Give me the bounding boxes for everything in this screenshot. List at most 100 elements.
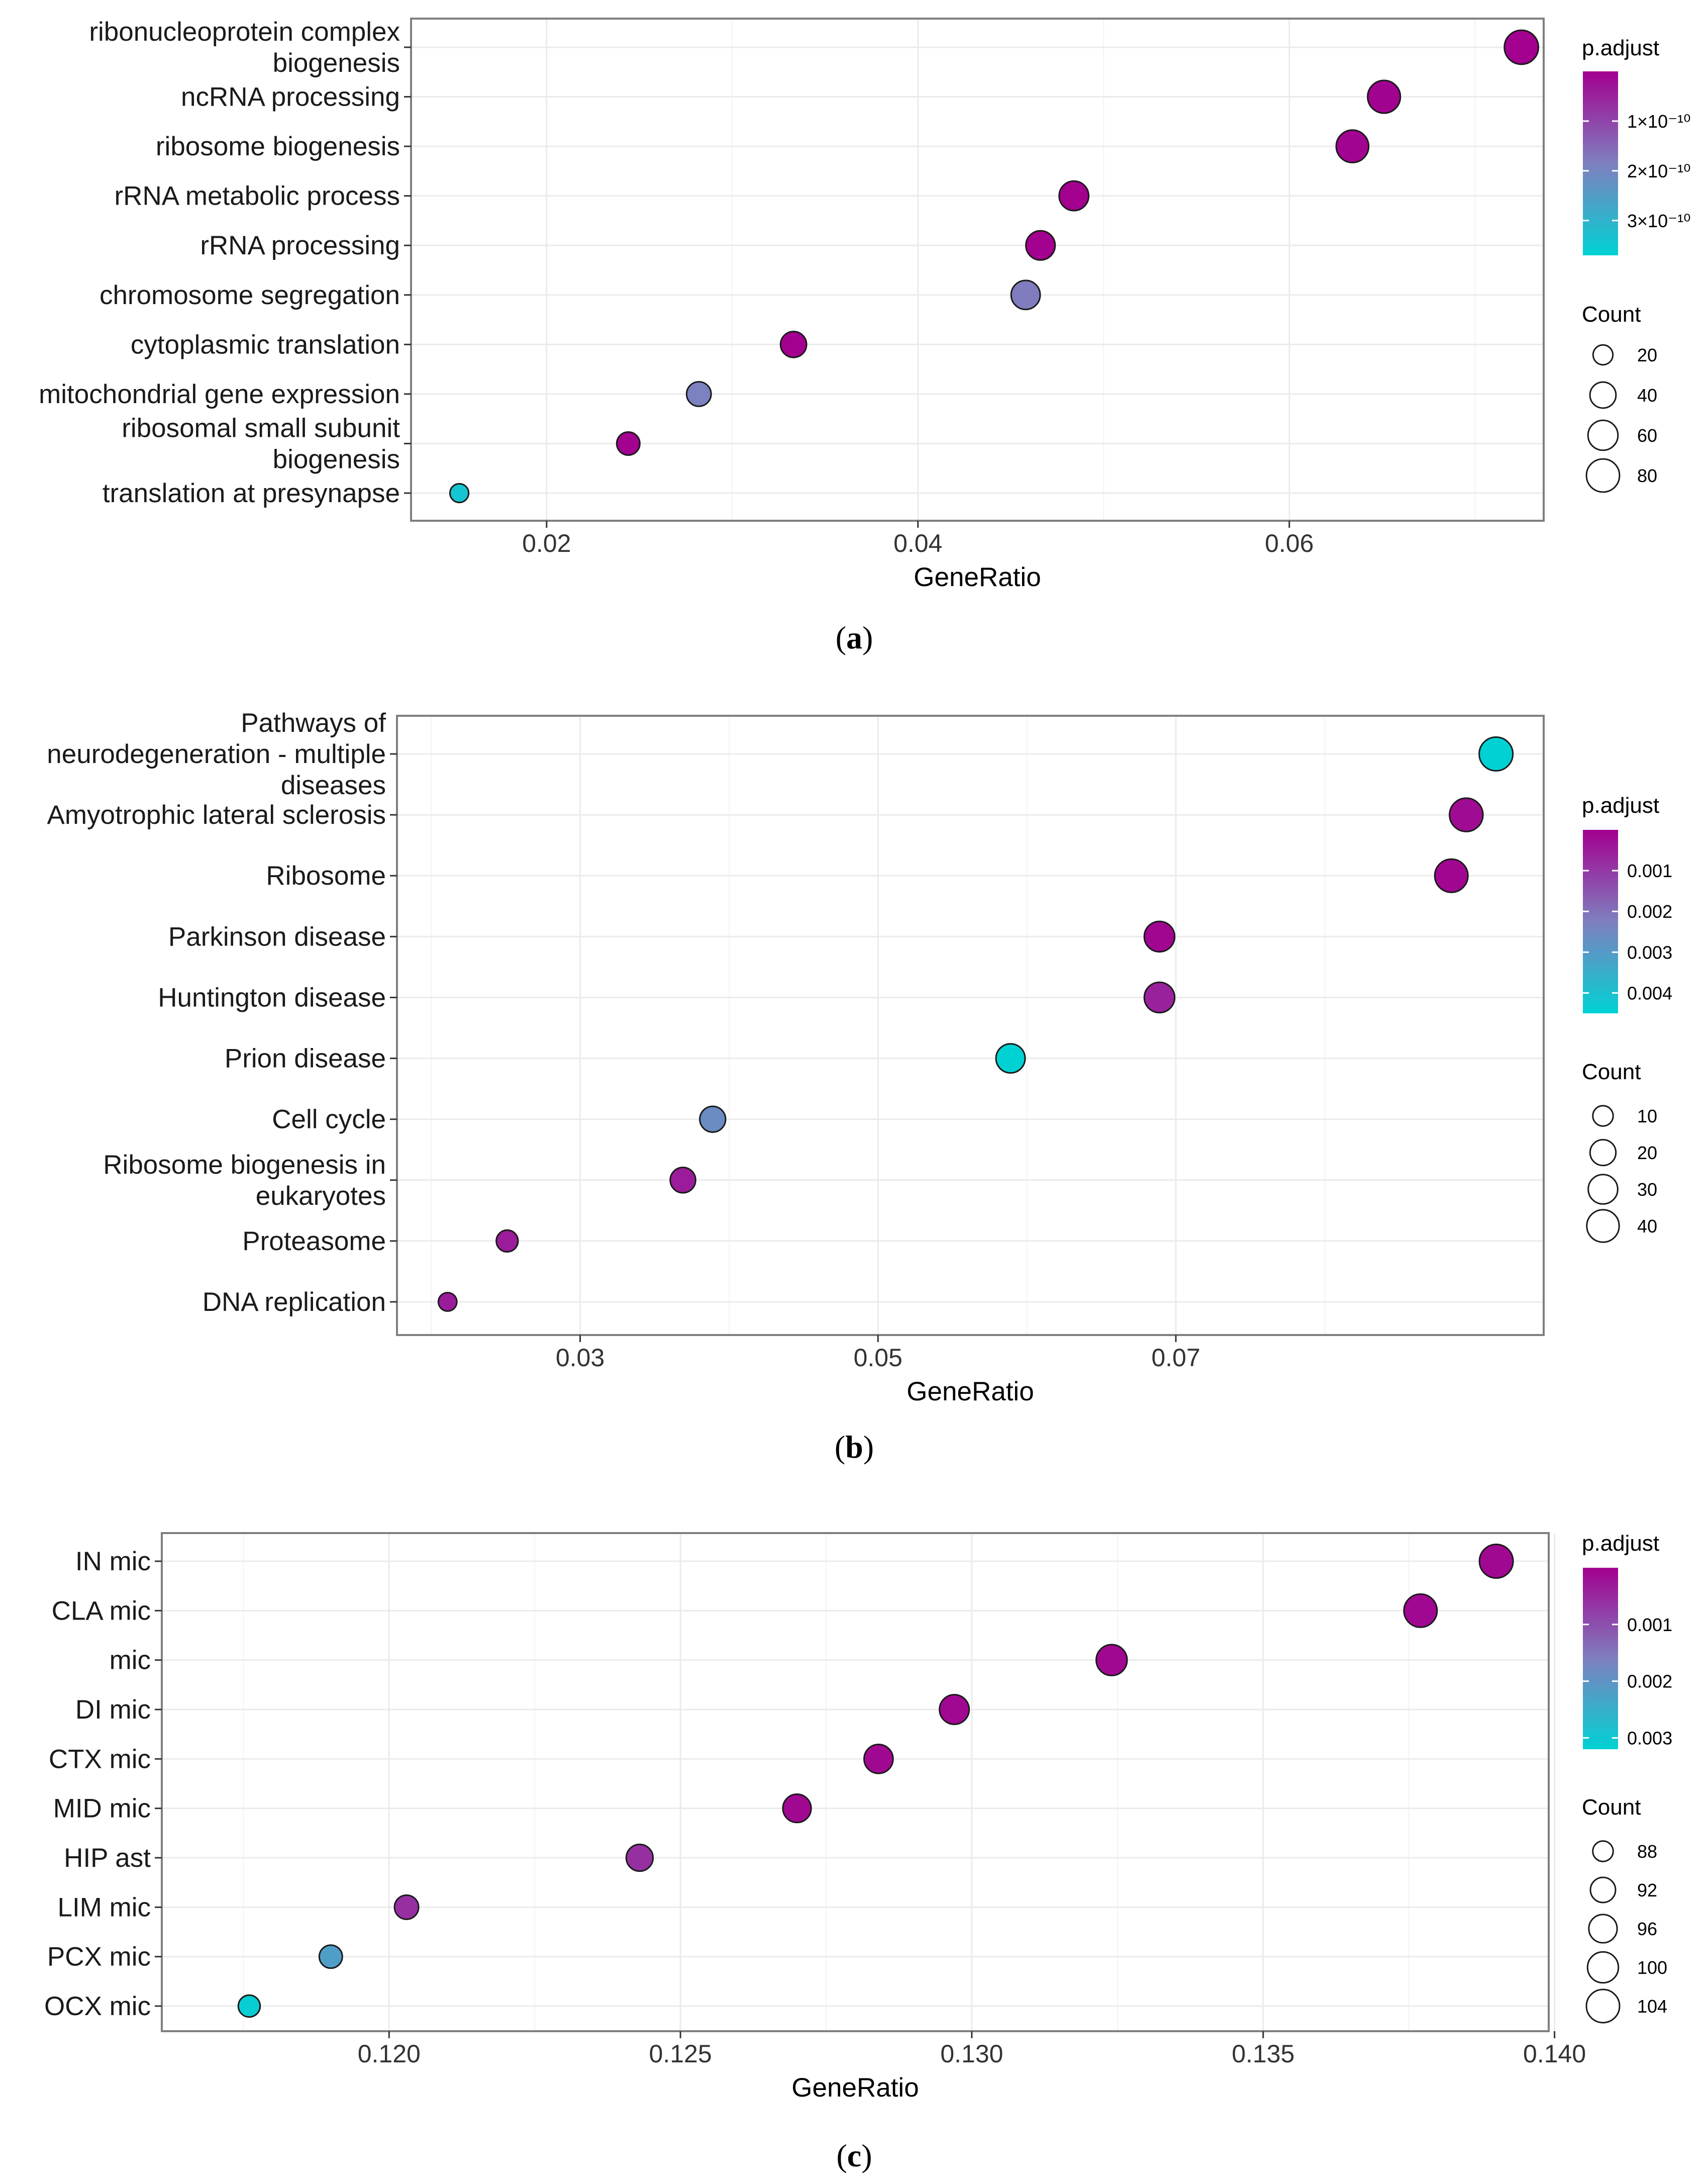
- y-tick-label: ncRNA processing: [181, 82, 400, 112]
- size-legend-label: 96: [1637, 1919, 1657, 1939]
- size-legend-key: [1589, 1876, 1617, 1904]
- y-tick-label: ribosomal small subunit: [122, 413, 400, 443]
- y-tick-label: PCX mic: [47, 1942, 151, 1972]
- x-tick-label: 0.140: [1523, 2040, 1586, 2068]
- size-legend-key: [1592, 1105, 1614, 1127]
- data-point: [1010, 279, 1041, 311]
- size-legend-label: 40: [1637, 385, 1657, 406]
- x-axis-title: GeneRatio: [914, 562, 1041, 592]
- data-point: [1478, 1544, 1514, 1579]
- data-point: [782, 1793, 812, 1824]
- y-tick-label: LIM mic: [58, 1892, 151, 1922]
- x-tick-label: 0.07: [1151, 1344, 1200, 1372]
- data-point: [779, 330, 808, 358]
- size-legend-label: 104: [1637, 1996, 1667, 2017]
- color-legend-label: 3×10⁻¹⁰: [1627, 211, 1691, 231]
- y-tick-label: ribonucleoprotein complex: [89, 17, 400, 47]
- data-point: [995, 1043, 1026, 1074]
- data-point: [237, 1994, 261, 2018]
- panel-caption: (c): [836, 2138, 872, 2173]
- panel-a: ribonucleoprotein complexbiogenesisncRNA…: [39, 17, 1690, 655]
- size-legend-key: [1587, 1174, 1619, 1205]
- size-legend-title: Count: [1582, 1060, 1641, 1084]
- color-legend-label: 1×10⁻¹⁰: [1627, 111, 1691, 132]
- x-tick-label: 0.130: [940, 2040, 1003, 2068]
- size-legend-label: 20: [1637, 1143, 1657, 1163]
- y-tick-label: DNA replication: [203, 1287, 386, 1317]
- color-legend-title: p.adjust: [1582, 36, 1659, 60]
- data-point: [669, 1167, 696, 1194]
- data-point: [318, 1944, 343, 1969]
- color-legend-label: 0.002: [1627, 901, 1672, 922]
- size-legend-key: [1587, 419, 1619, 451]
- y-tick-label: IN mic: [75, 1547, 151, 1576]
- size-legend-key: [1589, 1138, 1617, 1167]
- data-point: [449, 483, 470, 504]
- x-tick-label: 0.04: [893, 529, 942, 557]
- x-tick-label: 0.125: [649, 2040, 712, 2068]
- x-tick-label: 0.03: [556, 1344, 605, 1372]
- color-legend-bar: [1583, 1568, 1618, 1749]
- y-tick-label: Ribosome: [266, 861, 386, 891]
- y-tick-label: Prion disease: [225, 1044, 386, 1074]
- y-tick-label: ribosome biogenesis: [156, 132, 400, 161]
- x-axis-title: GeneRatio: [907, 1377, 1034, 1406]
- color-legend-label: 0.003: [1627, 942, 1672, 963]
- data-point: [1143, 981, 1176, 1014]
- y-tick-label: eukaryotes: [256, 1181, 386, 1211]
- data-point: [495, 1229, 519, 1253]
- y-tick-label: OCX mic: [44, 1991, 151, 2021]
- data-point: [1058, 180, 1090, 212]
- y-tick-label: biogenesis: [273, 48, 400, 78]
- y-tick-label: HIP ast: [64, 1843, 151, 1873]
- size-legend-key: [1586, 1951, 1620, 1984]
- data-point: [1025, 230, 1056, 261]
- y-tick-label: mic: [110, 1646, 151, 1675]
- y-tick-label: Cell cycle: [272, 1105, 386, 1134]
- size-legend-label: 40: [1637, 1216, 1657, 1237]
- x-tick-label: 0.120: [358, 2040, 421, 2068]
- size-legend-key: [1589, 381, 1617, 409]
- size-legend-label: 100: [1637, 1957, 1667, 1978]
- y-tick-label: CTX mic: [49, 1744, 151, 1774]
- size-legend-label: 80: [1637, 465, 1657, 486]
- data-point: [393, 1894, 420, 1920]
- y-tick-label: Amyotrophic lateral sclerosis: [47, 800, 386, 830]
- color-legend-title: p.adjust: [1582, 1531, 1659, 1556]
- data-point: [1095, 1644, 1128, 1676]
- x-tick-label: 0.02: [522, 529, 571, 557]
- y-tick-label: cytoplasmic translation: [131, 330, 400, 359]
- y-tick-label: chromosome segregation: [99, 280, 400, 310]
- y-tick-label: rRNA processing: [200, 231, 400, 260]
- data-point: [939, 1694, 970, 1725]
- x-tick-label: 0.135: [1232, 2040, 1294, 2068]
- size-legend-label: 92: [1637, 1880, 1657, 1901]
- panel-border: [410, 18, 1545, 522]
- color-legend-label: 0.002: [1627, 1671, 1672, 1692]
- x-tick-label: 0.05: [854, 1344, 902, 1372]
- size-legend-label: 88: [1637, 1841, 1657, 1862]
- data-point: [1449, 797, 1484, 832]
- size-legend-key: [1586, 1209, 1620, 1243]
- panel-caption: (b): [835, 1429, 874, 1465]
- size-legend-label: 30: [1637, 1179, 1657, 1200]
- plot-area: [397, 716, 1544, 1335]
- data-point: [1367, 79, 1401, 114]
- y-tick-label: CLA mic: [52, 1596, 151, 1626]
- size-legend-label: 60: [1637, 425, 1657, 446]
- data-point: [437, 1292, 458, 1312]
- panel-caption-letter: c: [847, 2138, 861, 2173]
- y-tick-label: mitochondrial gene expression: [39, 379, 400, 409]
- y-tick-label: Parkinson disease: [168, 922, 386, 952]
- size-legend-key: [1592, 1840, 1614, 1862]
- size-legend-label: 20: [1637, 345, 1657, 365]
- panel-caption: (a): [836, 620, 873, 655]
- x-axis-title: GeneRatio: [791, 2073, 919, 2103]
- panel-c: IN mic CLA mic mic DI mic CTX mic MID mic HIP …: [44, 1531, 1672, 2173]
- y-tick-label: biogenesis: [273, 444, 400, 474]
- size-legend-key: [1585, 1988, 1621, 2024]
- data-point: [1335, 129, 1370, 163]
- y-tick-label: neurodegeneration - multiple: [47, 739, 386, 769]
